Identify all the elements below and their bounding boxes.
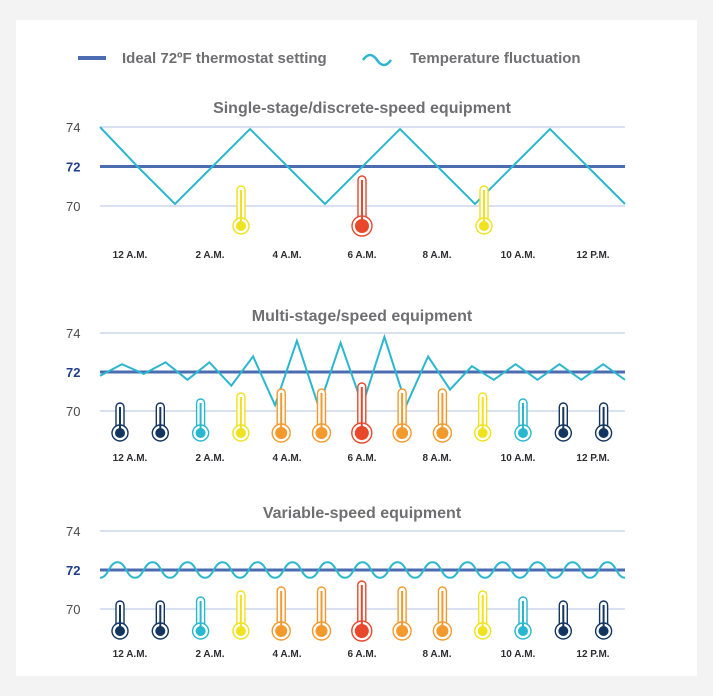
- y-tick-label: 70: [66, 602, 80, 617]
- x-tick-label: 12 A.M.: [113, 453, 148, 464]
- thermometer-icon: [514, 398, 532, 442]
- chart-2: Multi-stage/speed equipment 74 72 70 12 A.M.…: [66, 308, 626, 464]
- thermometer-icon: [432, 586, 453, 641]
- thermometer-icon: [594, 402, 613, 442]
- thermometer-icon: [474, 392, 492, 442]
- temperature-fluctuation-line: [99, 561, 626, 579]
- thermometer-icon: [351, 580, 373, 642]
- thermometer-icon: [594, 600, 613, 640]
- x-tick-label: 8 A.M.: [422, 250, 451, 261]
- legend: Ideal 72ºF thermostat setting Temperatur…: [78, 50, 581, 67]
- charts: Single-stage/discrete-speed equipment 74 7…: [66, 100, 626, 660]
- thermometer-icon: [232, 185, 250, 235]
- x-tick-label: 6 A.M.: [347, 453, 376, 464]
- temperature-fluctuation-line: [99, 126, 626, 206]
- y-tick-label: 72: [66, 563, 80, 578]
- x-tick-label: 12 A.M.: [113, 649, 148, 660]
- legend-ideal-label: Ideal 72ºF thermostat setting: [122, 50, 327, 67]
- y-tick-label: 74: [66, 326, 80, 341]
- thermometer-icon: [554, 402, 572, 442]
- x-tick-label: 12 P.M.: [576, 250, 609, 261]
- thermometer-icon: [554, 600, 572, 640]
- chart-title: Variable-speed equipment: [263, 505, 462, 522]
- x-tick-label: 10 A.M.: [501, 250, 536, 261]
- x-tick-label: 10 A.M.: [501, 649, 536, 660]
- x-tick-label: 6 A.M.: [347, 649, 376, 660]
- x-tick-label: 2 A.M.: [195, 649, 224, 660]
- x-tick-label: 6 A.M.: [347, 250, 376, 261]
- y-tick-label: 72: [66, 365, 80, 380]
- x-tick-label: 4 A.M.: [272, 649, 301, 660]
- x-tick-label: 2 A.M.: [195, 250, 224, 261]
- thermometer-icon: [232, 590, 250, 640]
- thermometer-icon: [351, 382, 373, 444]
- x-tick-label: 8 A.M.: [422, 453, 451, 464]
- x-tick-label: 8 A.M.: [422, 649, 451, 660]
- y-tick-label: 72: [66, 160, 80, 175]
- thermometer-icon: [111, 402, 129, 442]
- thermometer-icon: [271, 586, 291, 641]
- thermometer-icon: [392, 388, 412, 443]
- thermometer-icon: [151, 600, 170, 640]
- x-tick-label: 4 A.M.: [272, 250, 301, 261]
- x-tick-label: 12 P.M.: [576, 649, 609, 660]
- chart-1: Single-stage/discrete-speed equipment 74 7…: [66, 100, 626, 261]
- thermometer-icon: [232, 392, 250, 442]
- thermometer-icon: [311, 388, 332, 443]
- y-tick-label: 74: [66, 120, 80, 135]
- thermometer-icon: [475, 185, 493, 235]
- x-tick-label: 12 P.M.: [576, 453, 609, 464]
- thermometer-icon: [474, 590, 492, 640]
- thermometer-icon: [111, 600, 129, 640]
- x-tick-label: 2 A.M.: [195, 453, 224, 464]
- thermometer-icon: [351, 175, 373, 237]
- chart-panel: [16, 20, 697, 676]
- y-tick-label: 70: [66, 199, 80, 214]
- thermometer-icon: [311, 586, 332, 641]
- legend-fluctuation-label: Temperature fluctuation: [410, 50, 581, 67]
- thermometer-icon: [191, 398, 210, 442]
- thermometer-icon: [392, 586, 412, 641]
- chart-title: Multi-stage/speed equipment: [252, 308, 473, 325]
- legend-fluctuation-swatch: [361, 53, 393, 67]
- thermometer-icon: [432, 388, 453, 443]
- thermometer-icon: [151, 402, 170, 442]
- thermometer-icon: [191, 596, 210, 640]
- y-tick-label: 70: [66, 404, 80, 419]
- x-tick-label: 12 A.M.: [113, 250, 148, 261]
- y-tick-label: 74: [66, 524, 80, 539]
- x-tick-label: 10 A.M.: [501, 453, 536, 464]
- thermometer-icon: [514, 596, 532, 640]
- chart-title: Single-stage/discrete-speed equipment: [213, 100, 512, 117]
- chart-3: Variable-speed equipment 74 72 70 12 A.M. 2 A…: [66, 505, 626, 660]
- x-tick-label: 4 A.M.: [272, 453, 301, 464]
- thermometer-icon: [271, 388, 291, 443]
